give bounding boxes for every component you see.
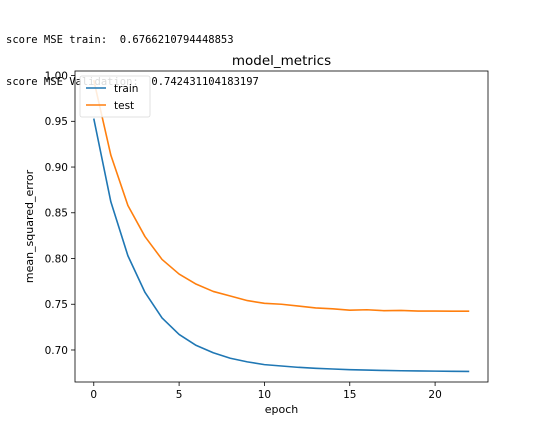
y-tick-label: 0.70 xyxy=(45,345,68,357)
train-score-line: score MSE train: 0.6766210794448853 xyxy=(6,34,234,46)
y-axis-label: mean_squared_error xyxy=(23,169,36,283)
series-line-train xyxy=(92,118,470,373)
y-tick-label: 0.85 xyxy=(45,208,68,220)
y-tick-label: 1.00 xyxy=(45,70,68,82)
y-tick-label: 0.80 xyxy=(45,253,68,265)
plot-frame xyxy=(74,70,489,383)
legend-label-test: test xyxy=(114,100,134,112)
chart-title: model_metrics xyxy=(232,53,331,69)
x-tick-label: 10 xyxy=(258,389,271,401)
y-tick-label: 0.95 xyxy=(45,116,68,128)
x-tick-label: 0 xyxy=(90,389,97,401)
x-tick-label: 15 xyxy=(343,389,356,401)
legend-label-train: train xyxy=(114,83,138,95)
y-tick-label: 0.75 xyxy=(45,299,68,311)
legend-box xyxy=(79,75,151,118)
x-tick-label: 5 xyxy=(176,389,183,401)
x-tick-label: 20 xyxy=(428,389,441,401)
y-tick-label: 0.90 xyxy=(45,162,68,174)
series-line-test xyxy=(92,79,470,313)
x-axis-label: epoch xyxy=(265,403,299,416)
